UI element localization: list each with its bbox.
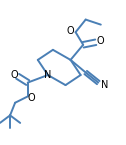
Text: N: N [101, 80, 108, 90]
Text: O: O [28, 93, 35, 103]
Text: O: O [67, 26, 74, 36]
Text: N: N [44, 70, 52, 80]
Text: O: O [10, 70, 18, 80]
Text: O: O [97, 36, 105, 46]
